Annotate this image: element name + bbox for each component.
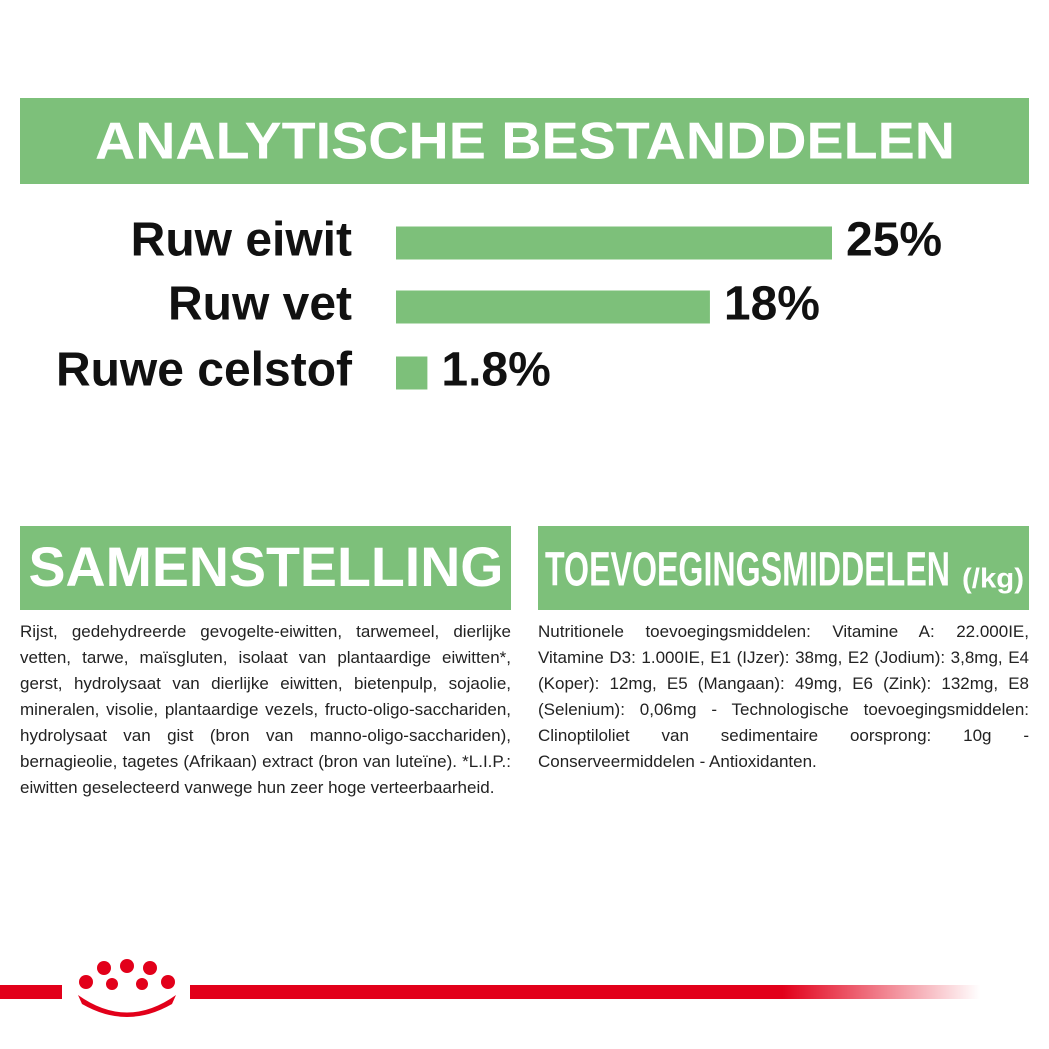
bar-chart: Ruw eiwit 25% Ruw vet 18% Ruwe celstof 1.8% [56, 214, 942, 397]
title-banner [20, 98, 1029, 184]
additives-title: TOEVOEGINGSMIDDELEN [545, 544, 950, 597]
additives-unit: (/kg) [962, 562, 1024, 593]
value-label: 1.8% [441, 344, 550, 397]
category-label: Ruw eiwit [131, 214, 352, 267]
bar [396, 226, 832, 260]
bar [396, 356, 428, 390]
chart-title: ANALYTISCHE BESTANDDELEN [95, 113, 955, 171]
bar [396, 290, 710, 324]
value-label: 18% [724, 278, 820, 331]
composition-banner [20, 526, 511, 610]
logo [78, 959, 176, 1017]
category-label: Ruwe celstof [56, 344, 353, 397]
composition-note: *L.I.P.: eiwitten geselecteerd vanwege h… [20, 752, 511, 797]
category-label: Ruw vet [168, 278, 352, 331]
composition-title: SAMENSTELLING [29, 535, 504, 598]
composition-body: Rijst, gedehydreerde gevogelte-eiwitten,… [20, 622, 511, 771]
footer-line [0, 985, 62, 999]
composition-text: Rijst, gedehydreerde gevogelte-eiwitten,… [20, 619, 511, 801]
additives-banner [538, 526, 1029, 610]
value-label: 25% [846, 214, 942, 267]
footer-line [190, 985, 980, 999]
additives-text: Nutritionele toevoegingsmiddelen: Vitami… [538, 622, 1029, 771]
